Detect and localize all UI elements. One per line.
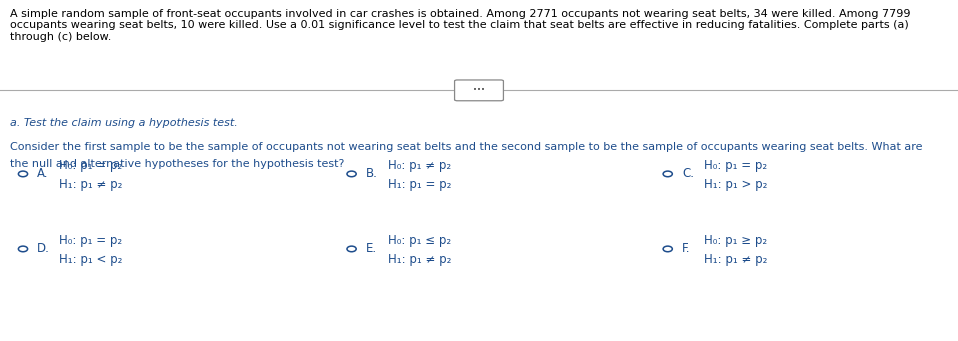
Text: H₀: p₁ = p₂: H₀: p₁ = p₂ — [704, 159, 767, 172]
Text: •••: ••• — [473, 87, 485, 93]
Text: H₁: p₁ > p₂: H₁: p₁ > p₂ — [704, 178, 767, 191]
Text: B.: B. — [366, 167, 377, 180]
Text: C.: C. — [682, 167, 695, 180]
Text: H₀: p₁ ≤ p₂: H₀: p₁ ≤ p₂ — [388, 234, 451, 247]
Text: a. Test the claim using a hypothesis test.: a. Test the claim using a hypothesis tes… — [10, 118, 238, 128]
Text: H₁: p₁ ≠ p₂: H₁: p₁ ≠ p₂ — [388, 253, 451, 266]
Text: H₁: p₁ ≠ p₂: H₁: p₁ ≠ p₂ — [704, 253, 767, 266]
Text: Consider the first sample to be the sample of occupants not wearing seat belts a: Consider the first sample to be the samp… — [10, 142, 923, 151]
Text: the null and alternative hypotheses for the hypothesis test?: the null and alternative hypotheses for … — [10, 159, 344, 168]
Text: A simple random sample of front-seat occupants involved in car crashes is obtain: A simple random sample of front-seat occ… — [10, 9, 910, 18]
Text: A.: A. — [37, 167, 49, 180]
Text: occupants wearing seat belts, 10 were killed. Use a 0.01 significance level to t: occupants wearing seat belts, 10 were ki… — [10, 20, 908, 30]
Text: H₀: p₁ ≥ p₂: H₀: p₁ ≥ p₂ — [704, 234, 767, 247]
Text: E.: E. — [366, 242, 377, 255]
Text: H₁: p₁ < p₂: H₁: p₁ < p₂ — [59, 253, 123, 266]
Text: H₀: p₁ = p₂: H₀: p₁ = p₂ — [59, 234, 123, 247]
Text: H₁: p₁ = p₂: H₁: p₁ = p₂ — [388, 178, 451, 191]
Text: through (c) below.: through (c) below. — [10, 32, 111, 42]
Text: D.: D. — [37, 242, 50, 255]
Text: H₁: p₁ ≠ p₂: H₁: p₁ ≠ p₂ — [59, 178, 123, 191]
Text: H₀: p₁ = p₂: H₀: p₁ = p₂ — [59, 159, 123, 172]
Text: F.: F. — [682, 242, 691, 255]
Text: H₀: p₁ ≠ p₂: H₀: p₁ ≠ p₂ — [388, 159, 451, 172]
FancyBboxPatch shape — [454, 80, 504, 101]
